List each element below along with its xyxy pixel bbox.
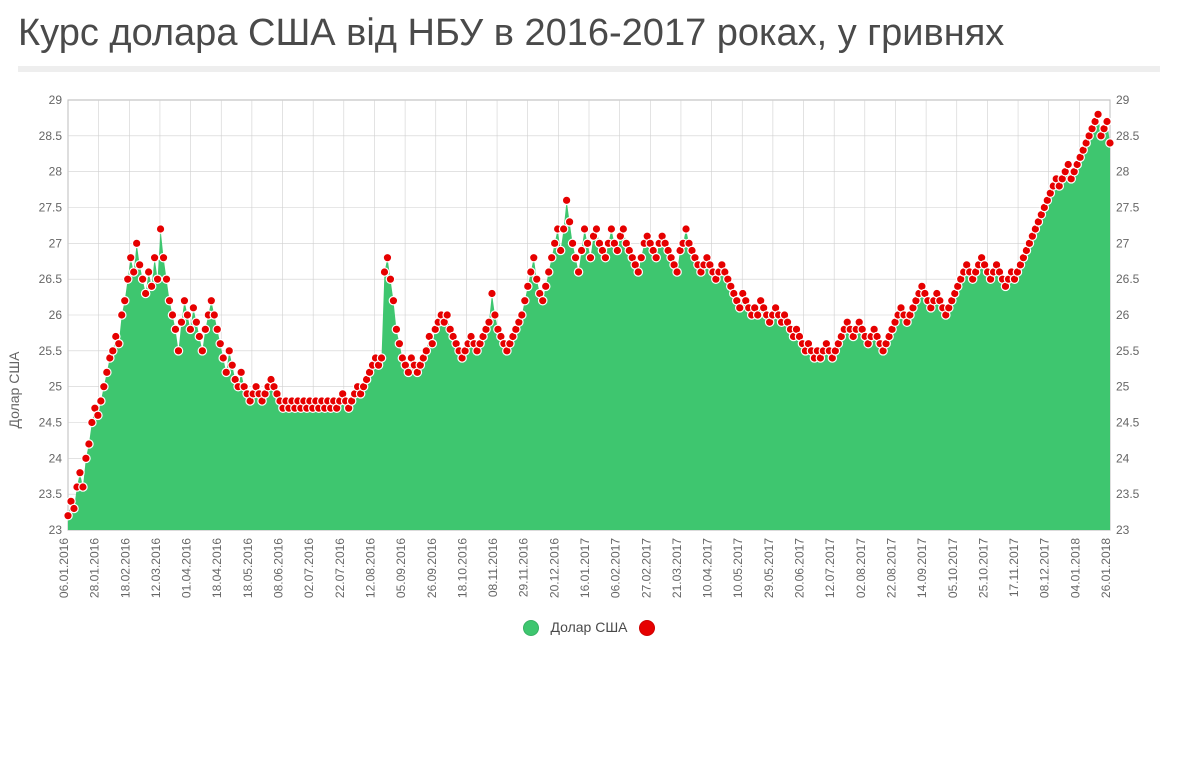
svg-text:28.5: 28.5 bbox=[39, 129, 63, 143]
legend-label: Долар США bbox=[550, 619, 627, 635]
svg-text:25.5: 25.5 bbox=[39, 344, 63, 358]
svg-text:27: 27 bbox=[49, 236, 63, 250]
legend-marker-points bbox=[639, 620, 655, 636]
svg-text:20.12.2016: 20.12.2016 bbox=[547, 537, 561, 597]
svg-text:23.5: 23.5 bbox=[39, 487, 63, 501]
svg-text:16.01.2017: 16.01.2017 bbox=[578, 537, 592, 597]
svg-text:26.5: 26.5 bbox=[39, 272, 63, 286]
legend-marker-area bbox=[523, 620, 539, 636]
svg-text:28.5: 28.5 bbox=[1116, 129, 1140, 143]
svg-text:29: 29 bbox=[49, 93, 63, 107]
svg-text:27.5: 27.5 bbox=[39, 200, 63, 214]
svg-text:27.02.2017: 27.02.2017 bbox=[639, 537, 653, 597]
svg-text:18.02.2016: 18.02.2016 bbox=[118, 537, 132, 597]
svg-text:18.10.2016: 18.10.2016 bbox=[455, 537, 469, 597]
svg-text:10.04.2017: 10.04.2017 bbox=[701, 537, 715, 597]
svg-text:28: 28 bbox=[49, 164, 63, 178]
svg-text:24.5: 24.5 bbox=[39, 415, 63, 429]
svg-text:25.5: 25.5 bbox=[1116, 344, 1140, 358]
svg-text:22.07.2016: 22.07.2016 bbox=[333, 537, 347, 597]
svg-text:20.06.2017: 20.06.2017 bbox=[793, 537, 807, 597]
legend: Долар США bbox=[18, 615, 1160, 636]
svg-text:26: 26 bbox=[1116, 308, 1130, 322]
svg-text:23: 23 bbox=[1116, 523, 1130, 537]
svg-text:21.03.2017: 21.03.2017 bbox=[670, 537, 684, 597]
svg-text:29.05.2017: 29.05.2017 bbox=[762, 537, 776, 597]
svg-text:14.09.2017: 14.09.2017 bbox=[915, 537, 929, 597]
svg-text:12.08.2016: 12.08.2016 bbox=[363, 537, 377, 597]
svg-text:26: 26 bbox=[49, 308, 63, 322]
svg-text:28: 28 bbox=[1116, 164, 1130, 178]
svg-text:26.01.2018: 26.01.2018 bbox=[1099, 537, 1113, 597]
svg-text:06.01.2016: 06.01.2016 bbox=[57, 537, 71, 597]
svg-text:23: 23 bbox=[49, 523, 63, 537]
svg-text:08.12.2017: 08.12.2017 bbox=[1038, 537, 1052, 597]
svg-text:04.01.2018: 04.01.2018 bbox=[1068, 537, 1082, 597]
svg-text:22.08.2017: 22.08.2017 bbox=[884, 537, 898, 597]
svg-text:25.10.2017: 25.10.2017 bbox=[976, 537, 990, 597]
title-divider bbox=[18, 66, 1160, 72]
svg-text:17.11.2017: 17.11.2017 bbox=[1007, 537, 1021, 596]
svg-text:05.10.2017: 05.10.2017 bbox=[946, 537, 960, 597]
svg-text:25: 25 bbox=[1116, 379, 1130, 393]
chart-title: Курс долара США від НБУ в 2016-2017 рока… bbox=[18, 12, 1160, 56]
svg-text:01.04.2016: 01.04.2016 bbox=[180, 537, 194, 597]
svg-text:18.05.2016: 18.05.2016 bbox=[241, 537, 255, 597]
svg-text:24: 24 bbox=[1116, 451, 1130, 465]
svg-text:25: 25 bbox=[49, 379, 63, 393]
y-axis-label: Долар США bbox=[6, 351, 22, 428]
svg-text:27: 27 bbox=[1116, 236, 1130, 250]
svg-text:23.5: 23.5 bbox=[1116, 487, 1140, 501]
svg-text:08.06.2016: 08.06.2016 bbox=[272, 537, 286, 597]
svg-text:28.01.2016: 28.01.2016 bbox=[88, 537, 102, 597]
svg-text:24: 24 bbox=[49, 451, 63, 465]
svg-text:02.07.2016: 02.07.2016 bbox=[302, 537, 316, 597]
svg-text:08.11.2016: 08.11.2016 bbox=[486, 537, 500, 596]
svg-text:12.07.2017: 12.07.2017 bbox=[823, 537, 837, 597]
svg-text:02.08.2017: 02.08.2017 bbox=[854, 537, 868, 597]
chart-svg: 23 23 23.5 23.5 24 24 24.5 24.5 25 25 25.5 25.5 26 26… bbox=[18, 90, 1160, 610]
svg-text:18.04.2016: 18.04.2016 bbox=[210, 537, 224, 597]
chart-area: Долар США 23 23 23.5 23.5 24 24 24.5 24.5 25 25 25… bbox=[18, 90, 1160, 690]
svg-text:06.02.2017: 06.02.2017 bbox=[609, 537, 623, 597]
svg-text:05.09.2016: 05.09.2016 bbox=[394, 537, 408, 597]
svg-text:12.03.2016: 12.03.2016 bbox=[149, 537, 163, 597]
chart-container: Курс долара США від НБУ в 2016-2017 рока… bbox=[0, 0, 1178, 772]
svg-text:29.11.2016: 29.11.2016 bbox=[517, 537, 531, 596]
svg-text:10.05.2017: 10.05.2017 bbox=[731, 537, 745, 597]
svg-text:24.5: 24.5 bbox=[1116, 415, 1140, 429]
svg-text:26.09.2016: 26.09.2016 bbox=[425, 537, 439, 597]
svg-text:26.5: 26.5 bbox=[1116, 272, 1140, 286]
svg-text:27.5: 27.5 bbox=[1116, 200, 1140, 214]
svg-text:29: 29 bbox=[1116, 93, 1130, 107]
